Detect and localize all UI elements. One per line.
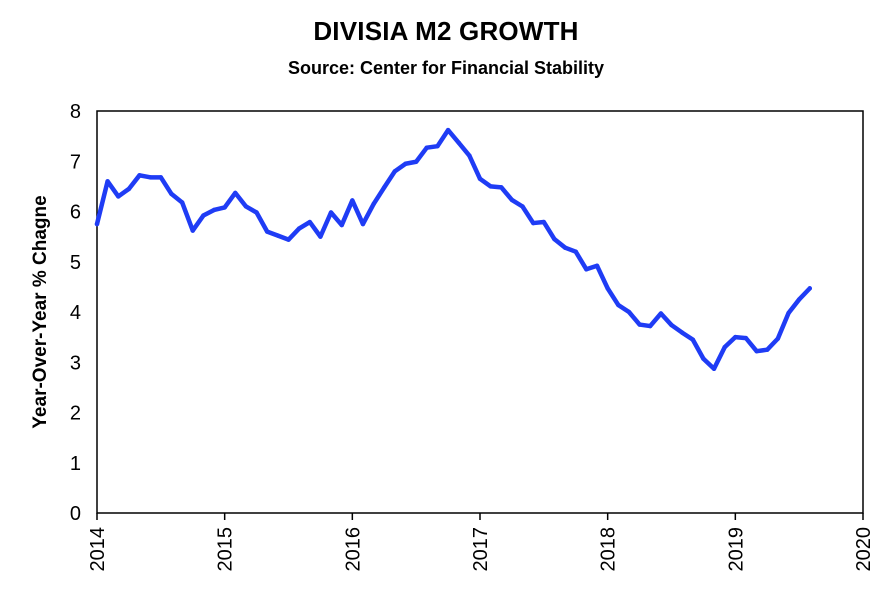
series-point bbox=[360, 221, 366, 227]
series-point bbox=[562, 245, 568, 250]
series-point bbox=[552, 236, 557, 242]
x-tick-label: 2017 bbox=[470, 527, 492, 572]
x-tick-label: 2018 bbox=[598, 527, 620, 572]
series-point bbox=[286, 237, 291, 242]
series-point bbox=[275, 233, 281, 238]
chart-subtitle: Source: Center for Financial Stability bbox=[287, 58, 605, 78]
series-point bbox=[573, 249, 578, 254]
series-point bbox=[679, 330, 685, 335]
series-point bbox=[775, 336, 781, 341]
series-point bbox=[116, 194, 121, 199]
series-point bbox=[158, 175, 164, 180]
series-point bbox=[392, 169, 398, 174]
y-tick-label: 3 bbox=[70, 352, 81, 374]
series-point bbox=[350, 198, 355, 203]
series-point bbox=[211, 207, 217, 213]
series-point bbox=[201, 213, 206, 218]
series-point bbox=[647, 323, 653, 329]
y-tick-label: 5 bbox=[70, 252, 81, 274]
y-tick-label: 1 bbox=[70, 453, 81, 475]
series-point bbox=[541, 219, 547, 225]
series-point bbox=[605, 286, 610, 291]
series-point bbox=[94, 221, 100, 227]
series-point bbox=[690, 337, 696, 342]
series-point bbox=[733, 334, 738, 340]
series-point bbox=[754, 348, 759, 354]
y-tick-label: 4 bbox=[70, 302, 81, 324]
x-tick-label: 2016 bbox=[342, 527, 364, 572]
series-point bbox=[222, 205, 227, 210]
series-point bbox=[626, 309, 632, 315]
series-point bbox=[339, 222, 344, 228]
series-point bbox=[328, 210, 334, 215]
series-point bbox=[520, 204, 525, 209]
y-axis-ticks: 0 1 2 3 4 5 6 7 8 bbox=[70, 101, 81, 525]
series-point bbox=[637, 322, 642, 327]
series-point bbox=[179, 200, 185, 205]
y-tick-label: 0 bbox=[70, 503, 81, 525]
series-point bbox=[616, 302, 621, 308]
series-point bbox=[594, 263, 600, 268]
series-point bbox=[765, 347, 770, 352]
series-point bbox=[435, 143, 440, 149]
series-point bbox=[169, 191, 174, 197]
series-point bbox=[307, 219, 313, 225]
series-point bbox=[584, 267, 589, 272]
series-point bbox=[126, 186, 132, 192]
series-point bbox=[424, 145, 429, 150]
series-point bbox=[264, 229, 270, 234]
series-point bbox=[105, 179, 110, 184]
series-point bbox=[711, 366, 717, 371]
x-tick-label: 2019 bbox=[725, 527, 747, 572]
y-tick-label: 6 bbox=[70, 202, 81, 224]
series-point bbox=[658, 311, 664, 316]
y-axis-title: Year-Over-Year % Chagne bbox=[30, 195, 51, 428]
series-point bbox=[467, 153, 472, 158]
series-point bbox=[701, 356, 706, 361]
series-point bbox=[371, 201, 376, 207]
series-point bbox=[445, 127, 451, 133]
series-points bbox=[94, 127, 812, 371]
x-tick-label: 2020 bbox=[853, 527, 875, 572]
series-point bbox=[190, 228, 195, 233]
series-point bbox=[531, 220, 536, 226]
series-point bbox=[499, 185, 504, 190]
series-point bbox=[137, 173, 142, 178]
series-point bbox=[807, 286, 812, 291]
series-point bbox=[743, 335, 749, 341]
y-tick-label: 2 bbox=[70, 403, 81, 425]
y-tick-label: 8 bbox=[70, 101, 81, 123]
series-point bbox=[796, 297, 802, 302]
series-point bbox=[488, 184, 493, 189]
y-tick-label: 7 bbox=[70, 151, 81, 173]
chart-title: DIVISIA M2 GROWTH bbox=[313, 16, 579, 46]
series-point bbox=[233, 190, 238, 196]
series-point bbox=[477, 176, 483, 182]
x-axis-ticks: 2014 2015 2016 2017 2018 2019 2020 bbox=[87, 513, 875, 572]
x-tick-label: 2014 bbox=[87, 527, 109, 572]
series-point bbox=[148, 175, 153, 180]
series-point bbox=[509, 197, 515, 203]
series-point bbox=[243, 204, 249, 209]
x-tick-label: 2015 bbox=[215, 527, 237, 572]
series-point bbox=[722, 344, 727, 350]
series-point bbox=[669, 322, 674, 328]
plot-area-frame bbox=[96, 110, 864, 514]
series-point bbox=[403, 161, 408, 166]
series-point bbox=[296, 226, 302, 231]
series-point bbox=[456, 140, 461, 145]
series-point bbox=[382, 185, 387, 190]
series-point bbox=[318, 234, 323, 239]
series-point bbox=[254, 210, 259, 215]
series-point bbox=[413, 159, 419, 164]
series-line bbox=[94, 127, 813, 372]
series-point bbox=[786, 310, 791, 316]
